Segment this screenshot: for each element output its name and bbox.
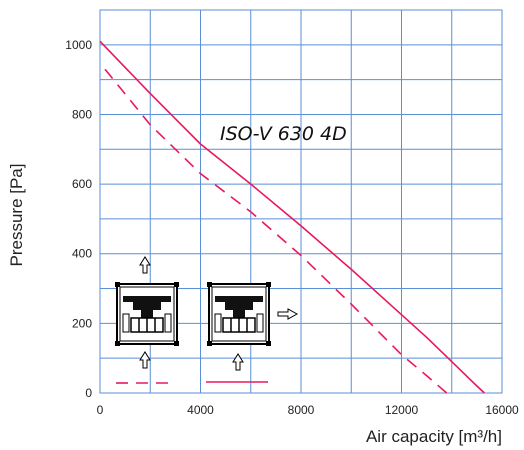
fan-unit-horizontal-icon — [207, 282, 271, 346]
plot-frame — [99, 9, 503, 394]
fan-unit-vertical-icon — [115, 282, 179, 346]
x-tick-label: 0 — [97, 403, 104, 417]
series-lines — [99, 40, 485, 394]
arrow-up-bottom-icon — [139, 351, 151, 369]
model-label: ISO-V 630 4D — [220, 123, 347, 145]
x-tick-label: 16000 — [485, 403, 519, 417]
y-tick-label: 400 — [72, 247, 92, 261]
y-tick-label: 1000 — [65, 38, 92, 52]
x-tick-label: 4000 — [187, 403, 214, 417]
y-tick-label: 0 — [85, 386, 92, 400]
x-axis-label: Air capacity [m³/h] — [366, 427, 502, 446]
x-tick-label: 8000 — [288, 403, 315, 417]
y-axis-label: Pressure [Pa] — [7, 164, 26, 267]
y-tick-label: 200 — [72, 316, 92, 330]
arrow-right-icon — [277, 308, 299, 320]
y-tick-label: 800 — [72, 107, 92, 121]
arrow-up-top-icon — [139, 256, 151, 274]
grid-lines — [100, 10, 502, 393]
series-line-solid — [99, 40, 485, 394]
arrow-up-side-unit-icon — [232, 353, 244, 371]
x-tick-label: 12000 — [385, 403, 419, 417]
tick-labels: 0 4000 8000 12000 16000 0 200 400 600 800 1000 — [65, 38, 519, 417]
series-line-dashed — [104, 68, 448, 394]
y-tick-label: 600 — [72, 177, 92, 191]
